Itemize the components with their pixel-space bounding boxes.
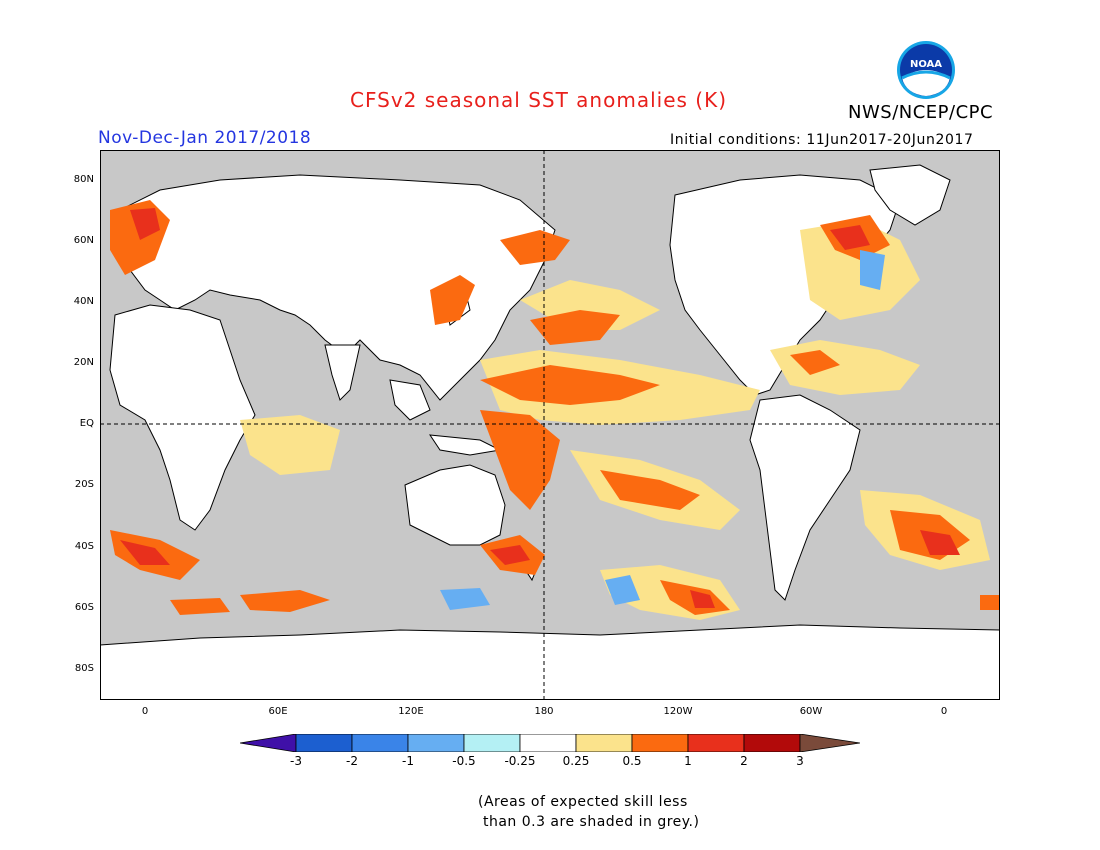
- cb-tick: 0.25: [562, 754, 590, 768]
- cb-tick: -1: [402, 754, 414, 768]
- lat-label-40s: 40S: [74, 541, 94, 552]
- initial-conditions: Initial conditions: 11Jun2017-20Jun2017: [670, 132, 974, 148]
- skill-note-line-2: than 0.3 are shaded in grey.): [478, 814, 700, 830]
- skill-note-line-1: (Areas of expected skill less: [478, 794, 688, 810]
- lat-label-20n: 20N: [73, 357, 94, 368]
- lat-label-80n: 80N: [73, 174, 94, 185]
- lat-label-40n: 40N: [73, 296, 94, 307]
- lon-label-60e: 60E: [268, 706, 288, 717]
- lon-label-0-right: 0: [940, 706, 948, 717]
- lon-label-0-left: 0: [141, 706, 149, 717]
- lon-label-120e: 120E: [398, 706, 424, 717]
- lat-label-20s: 20S: [74, 479, 94, 490]
- lat-label-60s: 60S: [74, 602, 94, 613]
- cb-tick: -0.25: [504, 754, 536, 768]
- cb-tick: 0.5: [622, 754, 642, 768]
- cb-tick: 1: [684, 754, 692, 768]
- org-label: NWS/NCEP/CPC: [848, 102, 994, 123]
- cb-tick: 2: [740, 754, 748, 768]
- cb-tick: -2: [346, 754, 358, 768]
- lon-label-60w: 60W: [799, 706, 823, 717]
- cb-tick: 3: [796, 754, 804, 768]
- lon-label-120w: 120W: [663, 706, 693, 717]
- noaa-logo-icon: NOAA: [896, 40, 956, 100]
- lat-label-60n: 60N: [73, 235, 94, 246]
- colorbar: [239, 733, 861, 753]
- period-label: Nov-Dec-Jan 2017/2018: [98, 128, 312, 148]
- cb-tick: -0.5: [452, 754, 476, 768]
- cb-tick: -3: [290, 754, 302, 768]
- lon-label-180: 180: [534, 706, 554, 717]
- logo-text: NOAA: [910, 59, 942, 70]
- lat-label-80s: 80S: [74, 663, 94, 674]
- skill-note: (Areas of expected skill less than 0.3 a…: [478, 792, 699, 832]
- chart-title: CFSv2 seasonal SST anomalies (K): [350, 88, 727, 112]
- lat-label-eq: EQ: [79, 418, 94, 429]
- sst-anomaly-map: [100, 150, 1000, 700]
- anomaly-fields: [110, 200, 1000, 620]
